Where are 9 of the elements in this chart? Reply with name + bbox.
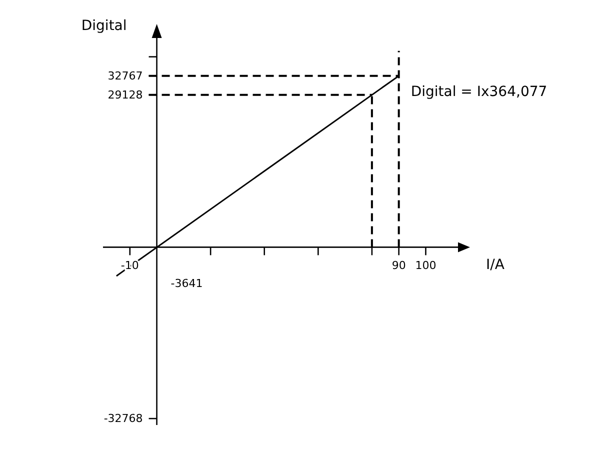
x-tick-label: 90 (392, 259, 406, 272)
annotation: -3641 (170, 277, 203, 290)
x-axis-title: I/A (486, 257, 505, 274)
y-tick-label: -32768 (104, 412, 143, 426)
annotation: Digital = Ix364,077 (410, 84, 548, 100)
y-tick-label: 29128 (108, 88, 143, 102)
y-tick-label: 32767 (108, 69, 143, 82)
x-tick-label: 100 (415, 259, 436, 272)
y-axis-title: Digital (81, 18, 127, 34)
